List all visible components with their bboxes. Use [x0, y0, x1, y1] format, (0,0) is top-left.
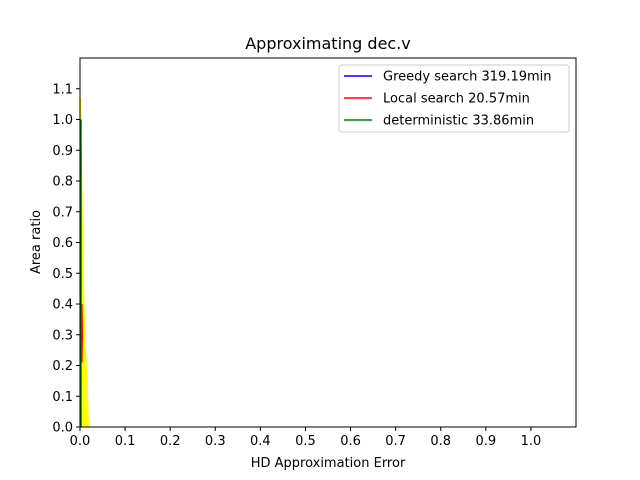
legend-box	[338, 64, 570, 133]
series-layer	[79, 119, 84, 428]
x-tick-label: 0.6	[340, 434, 361, 449]
y-tick-label: 0.6	[52, 236, 73, 251]
legend-label: Greedy search 319.19min	[383, 70, 552, 85]
y-tick-label: 0.4	[52, 298, 73, 313]
x-tick-label: 0.2	[160, 434, 181, 449]
x-tick-label: 0.0	[70, 434, 91, 449]
y-tick-label: 0.5	[52, 267, 73, 282]
y-tick-label: 0.0	[52, 421, 73, 436]
legend: Greedy search 319.19min Local search 20.5…	[338, 64, 570, 133]
y-tick-label: 0.9	[52, 144, 73, 159]
x-axis-title: HD Approximation Error	[251, 456, 406, 471]
y-tick-label: 1.1	[52, 82, 73, 97]
x-tick-label: 0.5	[295, 434, 316, 449]
y-tick-label: 0.7	[52, 205, 73, 220]
y-tick-label: 0.3	[52, 328, 73, 343]
y-tick-label: 1.0	[52, 113, 73, 128]
x-tick-label: 0.3	[205, 434, 226, 449]
x-tick-label: 0.9	[475, 434, 496, 449]
y-tick-label: 0.8	[52, 175, 73, 190]
x-axis: 0.0 0.1 0.2 0.3 0.4 0.5 0.6 0.7 0.8 0.9 1.0	[70, 427, 542, 449]
x-tick-label: 0.4	[250, 434, 271, 449]
y-tick-label: 0.2	[52, 359, 73, 374]
legend-label: deterministic 33.86min	[383, 114, 534, 129]
legend-label: Local search 20.57min	[383, 92, 530, 107]
chart-title: Approximating dec.v	[245, 34, 411, 53]
x-tick-label: 0.7	[385, 434, 406, 449]
y-axis-title: Area ratio	[29, 210, 44, 274]
x-tick-label: 0.8	[430, 434, 451, 449]
x-tick-label: 0.1	[115, 434, 136, 449]
x-tick-label: 1.0	[521, 434, 542, 449]
legend-items: Greedy search 319.19min Local search 20.5…	[344, 70, 552, 129]
y-axis: 0.0 0.1 0.2 0.3 0.4 0.5 0.6 0.7 0.8 0.9 1.0 1.1	[52, 82, 80, 436]
y-tick-label: 0.1	[52, 390, 73, 405]
